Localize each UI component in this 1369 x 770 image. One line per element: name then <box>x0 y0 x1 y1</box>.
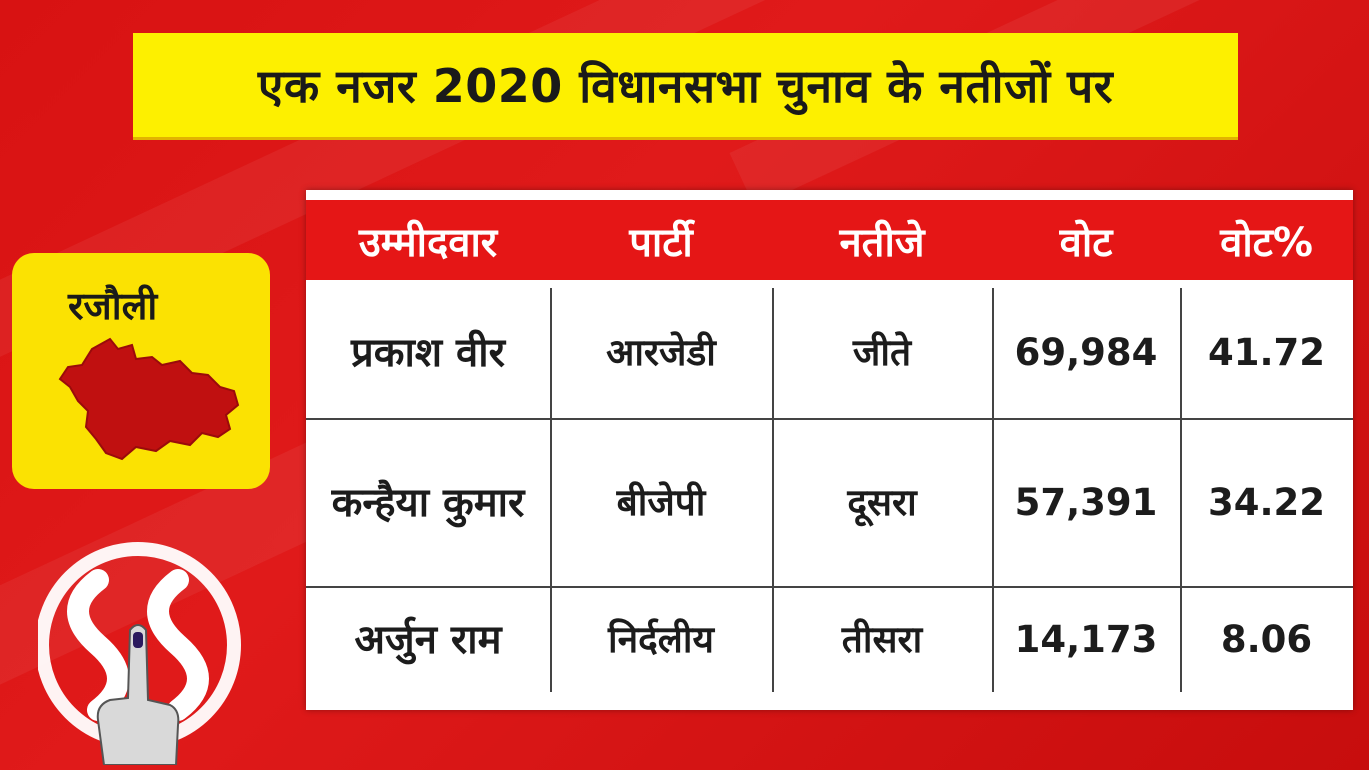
grid-line <box>772 288 774 692</box>
table-cell-party: बीजेपी <box>616 480 706 524</box>
column-header: वोट <box>1059 219 1113 266</box>
table-cell-party: निर्दलीय <box>608 617 714 661</box>
table-cell-votes: 14,173 <box>1014 617 1158 661</box>
constituency-card: रजौली <box>12 253 270 489</box>
column-header: नतीजे <box>839 219 925 266</box>
table-cell-votes: 57,391 <box>1014 480 1158 524</box>
column-header: उम्मीदवार <box>358 219 498 266</box>
constituency-map-icon <box>58 337 240 461</box>
table-cell-candidate: प्रकाश वीर <box>351 330 505 376</box>
table-cell-candidate: अर्जुन राम <box>354 617 502 663</box>
column-header: वोट% <box>1220 219 1313 266</box>
table-cell-vote-pct: 34.22 <box>1207 480 1326 524</box>
title-banner: एक नजर 2020 विधानसभा चुनाव के नतीजों पर <box>133 33 1238 140</box>
inked-finger-icon <box>96 624 180 765</box>
election-symbol-icon <box>38 542 241 765</box>
table-cell-candidate: कन्हैया कुमार <box>331 480 525 526</box>
table-header: उम्मीदवार पार्टी नतीजे वोट वोट% <box>306 200 1353 280</box>
table-cell-vote-pct: 8.06 <box>1220 617 1313 661</box>
page-title: एक नजर 2020 विधानसभा चुनाव के नतीजों पर <box>257 59 1114 113</box>
grid-line <box>306 418 1353 420</box>
grid-line <box>992 288 994 692</box>
table-cell-result: जीते <box>852 330 912 374</box>
grid-line <box>306 586 1353 588</box>
table-cell-result: दूसरा <box>847 480 917 524</box>
table-cell-votes: 69,984 <box>1014 330 1158 374</box>
table-cell-result: तीसरा <box>841 617 923 661</box>
grid-line <box>550 288 552 692</box>
grid-line <box>1180 288 1182 692</box>
table-cell-party: आरजेडी <box>606 330 716 374</box>
results-table: उम्मीदवार पार्टी नतीजे वोट वोट% प्रकाश व… <box>306 190 1353 710</box>
table-cell-vote-pct: 41.72 <box>1207 330 1326 374</box>
constituency-name: रजौली <box>68 284 158 328</box>
column-header: पार्टी <box>629 219 693 266</box>
